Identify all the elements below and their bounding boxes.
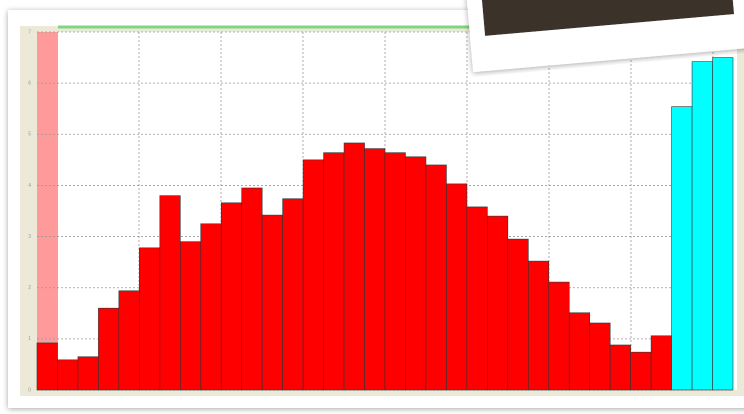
- y-tick-label: 4: [28, 183, 31, 189]
- photo: [464, 0, 744, 73]
- bar: [200, 223, 222, 391]
- bar: [609, 344, 631, 391]
- bar: [364, 148, 386, 391]
- bar: [487, 215, 509, 391]
- bar: [548, 281, 570, 391]
- y-tick-label: 7: [28, 29, 31, 35]
- bar: [241, 187, 263, 391]
- bar: [527, 260, 550, 391]
- bar: [77, 356, 99, 391]
- bar: [139, 247, 161, 391]
- bar: [57, 359, 79, 391]
- bar: [36, 342, 58, 391]
- bars: [36, 57, 734, 391]
- bar: [650, 335, 672, 391]
- bar: [343, 142, 365, 391]
- bar: [589, 322, 611, 391]
- bar: [466, 206, 488, 391]
- bar: [630, 351, 652, 391]
- bar: [159, 195, 181, 391]
- bar: [261, 214, 283, 391]
- bar: [405, 156, 427, 391]
- bar: [446, 183, 468, 391]
- bar: [323, 152, 345, 391]
- y-tick-label: 1: [28, 336, 31, 342]
- bar: [98, 307, 120, 391]
- bar: [691, 61, 713, 391]
- y-tick-label: 5: [28, 132, 31, 138]
- bar: [282, 198, 304, 391]
- bar: [425, 164, 447, 391]
- bar: [671, 106, 693, 391]
- y-tick-label: 0: [28, 387, 31, 393]
- bar: [302, 159, 324, 391]
- y-tick-label: 6: [28, 80, 31, 86]
- bar: [568, 312, 591, 391]
- bar: [220, 202, 243, 391]
- bar: [507, 238, 529, 391]
- bar: [179, 241, 202, 391]
- bar: [118, 290, 140, 391]
- bar: [712, 57, 734, 391]
- y-tick-label: 2: [28, 285, 31, 291]
- y-tick-label: 3: [28, 234, 31, 240]
- highlight-band: [37, 32, 58, 390]
- photo-image: [479, 0, 735, 36]
- bar: [384, 152, 406, 391]
